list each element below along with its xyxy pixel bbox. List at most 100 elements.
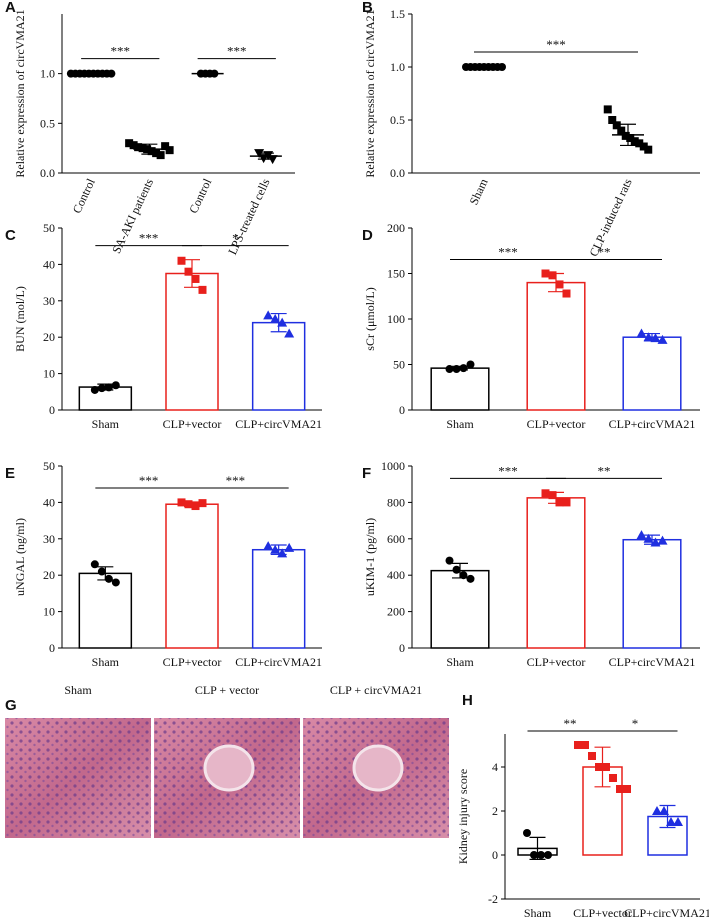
data-point <box>588 752 596 760</box>
data-point <box>498 63 506 71</box>
data-point <box>156 151 165 160</box>
histology-label: Sham <box>64 683 92 697</box>
data-point <box>523 829 531 837</box>
data-point <box>541 489 550 498</box>
data-point <box>277 317 288 327</box>
data-point <box>277 548 288 558</box>
data-point <box>445 365 454 374</box>
bar <box>251 321 306 411</box>
x-tick-label: CLP+circVMA21 <box>624 906 709 920</box>
data-point <box>152 149 161 158</box>
y-tick-label: 1000 <box>381 459 405 473</box>
data-point <box>595 763 603 771</box>
data-point <box>198 499 207 508</box>
bar <box>251 548 306 649</box>
y-tick-label: 50 <box>43 221 55 235</box>
data-point <box>562 289 571 298</box>
significance-label: * <box>232 231 239 246</box>
panel-label: E <box>5 465 15 482</box>
panel-label: F <box>362 465 371 482</box>
data-point <box>459 364 468 373</box>
y-tick-label: 800 <box>387 495 405 509</box>
y-tick-label: 600 <box>387 532 405 546</box>
data-point <box>210 69 219 78</box>
y-tick-label: 0.5 <box>40 116 55 130</box>
data-point <box>530 851 538 859</box>
x-tick-label: CLP+vector <box>573 906 632 920</box>
y-tick-label: 1.5 <box>390 7 405 21</box>
data-point <box>129 141 138 150</box>
data-point <box>466 360 475 369</box>
bar <box>165 272 219 411</box>
data-point <box>562 498 571 507</box>
y-tick-label: 200 <box>387 605 405 619</box>
data-point <box>445 556 454 565</box>
data-point <box>254 149 265 159</box>
data-point <box>267 155 278 165</box>
y-tick-label: 400 <box>387 568 405 582</box>
y-tick-label: 0 <box>49 641 55 655</box>
data-point <box>537 851 545 859</box>
significance-label: *** <box>139 473 159 488</box>
y-axis-title: Relative expression of circVMA21 <box>363 9 377 177</box>
data-point <box>184 500 193 509</box>
data-point <box>652 806 662 815</box>
bar <box>622 336 682 411</box>
panel-label: D <box>362 227 373 244</box>
data-point <box>97 567 106 576</box>
significance-label: *** <box>546 37 566 52</box>
data-point <box>630 137 639 146</box>
data-point <box>636 530 647 540</box>
bar <box>78 572 133 649</box>
y-tick-label: 20 <box>43 568 55 582</box>
data-point <box>459 571 468 580</box>
y-tick-label: 100 <box>387 312 405 326</box>
data-point <box>125 139 134 148</box>
data-point <box>657 334 668 344</box>
y-tick-label: 10 <box>43 605 55 619</box>
data-point <box>657 535 668 545</box>
y-tick-label: 50 <box>393 358 405 372</box>
histology-label: CLP + circVMA21 <box>330 683 422 697</box>
y-tick-label: 4 <box>492 760 498 774</box>
data-point <box>644 145 653 154</box>
data-point <box>161 142 170 151</box>
bar <box>526 281 586 411</box>
bar <box>430 367 490 411</box>
panel-label: C <box>5 227 16 244</box>
x-tick-label: Control <box>70 176 98 216</box>
data-point <box>90 385 99 394</box>
data-point <box>623 785 631 793</box>
data-point <box>134 143 143 152</box>
data-point <box>270 544 281 554</box>
y-tick-label: 0 <box>399 641 405 655</box>
data-point <box>548 491 557 500</box>
panel-label: A <box>5 0 16 16</box>
x-tick-label: Sham <box>446 655 474 669</box>
y-tick-label: 150 <box>387 267 405 281</box>
data-point <box>452 565 461 574</box>
x-tick-label: CLP+vector <box>527 655 586 669</box>
y-tick-label: 0.0 <box>390 166 405 180</box>
data-point <box>650 333 661 343</box>
data-point <box>177 498 186 507</box>
x-tick-label: CLP+vector <box>163 655 222 669</box>
data-point <box>581 741 589 749</box>
data-point <box>104 383 113 392</box>
panel-label: B <box>362 0 373 16</box>
y-tick-label: 0 <box>49 403 55 417</box>
y-tick-label: 20 <box>43 330 55 344</box>
y-axis-title: Relative expression of circVMA21 <box>13 9 27 177</box>
data-point <box>555 498 564 507</box>
data-point <box>111 578 120 587</box>
panel-label: G <box>5 697 17 714</box>
y-axis-title: uKIM-1 (pg/ml) <box>363 518 377 596</box>
bar <box>165 503 219 649</box>
y-tick-label: 30 <box>43 532 55 546</box>
panel-label: H <box>462 692 473 709</box>
y-tick-label: 50 <box>43 459 55 473</box>
data-point <box>138 144 147 153</box>
y-axis-title: Kidney injury score <box>456 769 470 864</box>
data-point <box>609 774 617 782</box>
